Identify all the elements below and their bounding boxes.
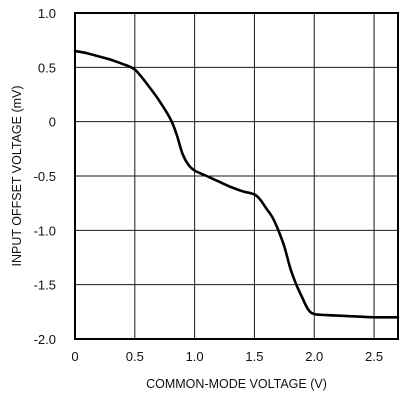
y-tick-label: 0.5 <box>38 60 56 75</box>
y-tick-label: 0 <box>49 115 56 130</box>
y-tick-labels: 1.0 0.5 0 -0.5 -1.0 -1.5 -2.0 <box>34 6 56 347</box>
y-tick-label: -1.5 <box>34 278 56 293</box>
y-axis-label: INPUT OFFSET VOLTAGE (mV) <box>10 85 24 266</box>
x-tick-label: 0 <box>71 349 78 364</box>
x-axis-label: COMMON-MODE VOLTAGE (V) <box>146 377 327 391</box>
y-tick-label: -1.0 <box>34 223 56 238</box>
y-tick-label: 1.0 <box>38 6 56 21</box>
x-tick-labels: 0 0.5 1.0 1.5 2.0 2.5 <box>71 349 383 364</box>
plot-frame <box>74 12 399 340</box>
x-tick-label: 0.5 <box>126 349 144 364</box>
x-tick-label: 1.5 <box>245 349 263 364</box>
x-tick-label: 1.0 <box>186 349 204 364</box>
grid-lines <box>75 13 398 339</box>
offset-voltage-curve <box>73 49 400 319</box>
x-tick-label: 2.5 <box>365 349 383 364</box>
x-tick-label: 2.0 <box>305 349 323 364</box>
y-tick-label: -2.0 <box>34 332 56 347</box>
y-tick-label: -0.5 <box>34 169 56 184</box>
